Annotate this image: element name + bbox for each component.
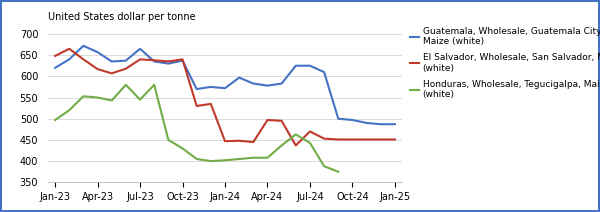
Guatemala, Wholesale, Guatemala City,
Maize (white)	[278, 82, 285, 85]
Guatemala, Wholesale, Guatemala City,
Maize (white)	[207, 86, 214, 88]
Guatemala, Wholesale, Guatemala City,
Maize (white)	[193, 88, 200, 90]
Honduras, Wholesale, Tegucigalpa, Maize
(white)	[52, 119, 59, 121]
El Salvador, Wholesale, San Salvador, Maize
(white)	[80, 58, 87, 61]
El Salvador, Wholesale, San Salvador, Maize
(white)	[391, 138, 398, 141]
Honduras, Wholesale, Tegucigalpa, Maize
(white)	[250, 156, 257, 159]
El Salvador, Wholesale, San Salvador, Maize
(white)	[65, 47, 73, 50]
El Salvador, Wholesale, San Salvador, Maize
(white)	[165, 60, 172, 63]
Honduras, Wholesale, Tegucigalpa, Maize
(white)	[136, 98, 143, 101]
Line: Honduras, Wholesale, Tegucigalpa, Maize
(white): Honduras, Wholesale, Tegucigalpa, Maize …	[55, 85, 338, 172]
El Salvador, Wholesale, San Salvador, Maize
(white)	[377, 138, 385, 141]
Guatemala, Wholesale, Guatemala City,
Maize (white)	[292, 64, 299, 67]
El Salvador, Wholesale, San Salvador, Maize
(white)	[278, 120, 285, 122]
El Salvador, Wholesale, San Salvador, Maize
(white)	[349, 138, 356, 141]
Guatemala, Wholesale, Guatemala City,
Maize (white)	[165, 62, 172, 65]
Honduras, Wholesale, Tegucigalpa, Maize
(white)	[320, 165, 328, 167]
El Salvador, Wholesale, San Salvador, Maize
(white)	[292, 144, 299, 147]
Guatemala, Wholesale, Guatemala City,
Maize (white)	[264, 84, 271, 87]
Guatemala, Wholesale, Guatemala City,
Maize (white)	[108, 60, 115, 63]
Guatemala, Wholesale, Guatemala City,
Maize (white)	[52, 67, 59, 69]
Guatemala, Wholesale, Guatemala City,
Maize (white)	[179, 59, 186, 62]
El Salvador, Wholesale, San Salvador, Maize
(white)	[136, 58, 143, 61]
Guatemala, Wholesale, Guatemala City,
Maize (white)	[349, 119, 356, 121]
Honduras, Wholesale, Tegucigalpa, Maize
(white)	[80, 95, 87, 98]
Guatemala, Wholesale, Guatemala City,
Maize (white)	[65, 58, 73, 61]
El Salvador, Wholesale, San Salvador, Maize
(white)	[179, 58, 186, 61]
Honduras, Wholesale, Tegucigalpa, Maize
(white)	[165, 139, 172, 141]
El Salvador, Wholesale, San Salvador, Maize
(white)	[221, 140, 229, 142]
El Salvador, Wholesale, San Salvador, Maize
(white)	[307, 130, 314, 133]
Honduras, Wholesale, Tegucigalpa, Maize
(white)	[122, 84, 130, 86]
Honduras, Wholesale, Tegucigalpa, Maize
(white)	[94, 96, 101, 99]
Guatemala, Wholesale, Guatemala City,
Maize (white)	[250, 82, 257, 85]
Honduras, Wholesale, Tegucigalpa, Maize
(white)	[65, 109, 73, 112]
El Salvador, Wholesale, San Salvador, Maize
(white)	[122, 67, 130, 70]
Honduras, Wholesale, Tegucigalpa, Maize
(white)	[292, 133, 299, 136]
Guatemala, Wholesale, Guatemala City,
Maize (white)	[136, 47, 143, 50]
El Salvador, Wholesale, San Salvador, Maize
(white)	[193, 105, 200, 107]
Guatemala, Wholesale, Guatemala City,
Maize (white)	[236, 76, 243, 79]
Honduras, Wholesale, Tegucigalpa, Maize
(white)	[108, 99, 115, 102]
Guatemala, Wholesale, Guatemala City,
Maize (white)	[122, 59, 130, 62]
El Salvador, Wholesale, San Salvador, Maize
(white)	[236, 139, 243, 142]
El Salvador, Wholesale, San Salvador, Maize
(white)	[320, 137, 328, 140]
El Salvador, Wholesale, San Salvador, Maize
(white)	[335, 138, 342, 141]
El Salvador, Wholesale, San Salvador, Maize
(white)	[264, 119, 271, 121]
Honduras, Wholesale, Tegucigalpa, Maize
(white)	[193, 158, 200, 160]
Guatemala, Wholesale, Guatemala City,
Maize (white)	[363, 122, 370, 124]
El Salvador, Wholesale, San Salvador, Maize
(white)	[151, 59, 158, 61]
Honduras, Wholesale, Tegucigalpa, Maize
(white)	[264, 156, 271, 159]
El Salvador, Wholesale, San Salvador, Maize
(white)	[94, 68, 101, 70]
El Salvador, Wholesale, San Salvador, Maize
(white)	[363, 138, 370, 141]
Honduras, Wholesale, Tegucigalpa, Maize
(white)	[335, 170, 342, 173]
Guatemala, Wholesale, Guatemala City,
Maize (white)	[335, 117, 342, 120]
Guatemala, Wholesale, Guatemala City,
Maize (white)	[391, 123, 398, 126]
Honduras, Wholesale, Tegucigalpa, Maize
(white)	[179, 147, 186, 150]
El Salvador, Wholesale, San Salvador, Maize
(white)	[250, 141, 257, 143]
Honduras, Wholesale, Tegucigalpa, Maize
(white)	[236, 158, 243, 160]
Guatemala, Wholesale, Guatemala City,
Maize (white)	[307, 64, 314, 67]
El Salvador, Wholesale, San Salvador, Maize
(white)	[108, 72, 115, 75]
El Salvador, Wholesale, San Salvador, Maize
(white)	[52, 55, 59, 57]
Legend: Guatemala, Wholesale, Guatemala City,
Maize (white), El Salvador, Wholesale, San: Guatemala, Wholesale, Guatemala City, Ma…	[410, 27, 600, 99]
Honduras, Wholesale, Tegucigalpa, Maize
(white)	[221, 159, 229, 162]
Guatemala, Wholesale, Guatemala City,
Maize (white)	[320, 71, 328, 73]
Honduras, Wholesale, Tegucigalpa, Maize
(white)	[207, 160, 214, 162]
Line: El Salvador, Wholesale, San Salvador, Maize
(white): El Salvador, Wholesale, San Salvador, Ma…	[55, 49, 395, 145]
Honduras, Wholesale, Tegucigalpa, Maize
(white)	[151, 84, 158, 86]
Line: Guatemala, Wholesale, Guatemala City,
Maize (white): Guatemala, Wholesale, Guatemala City, Ma…	[55, 46, 395, 124]
Guatemala, Wholesale, Guatemala City,
Maize (white)	[94, 51, 101, 53]
Guatemala, Wholesale, Guatemala City,
Maize (white)	[80, 45, 87, 47]
Text: United States dollar per tonne: United States dollar per tonne	[48, 12, 196, 22]
Honduras, Wholesale, Tegucigalpa, Maize
(white)	[307, 142, 314, 144]
Guatemala, Wholesale, Guatemala City,
Maize (white)	[377, 123, 385, 126]
Honduras, Wholesale, Tegucigalpa, Maize
(white)	[278, 144, 285, 147]
El Salvador, Wholesale, San Salvador, Maize
(white)	[207, 103, 214, 105]
Guatemala, Wholesale, Guatemala City,
Maize (white)	[221, 87, 229, 89]
Guatemala, Wholesale, Guatemala City,
Maize (white)	[151, 60, 158, 63]
